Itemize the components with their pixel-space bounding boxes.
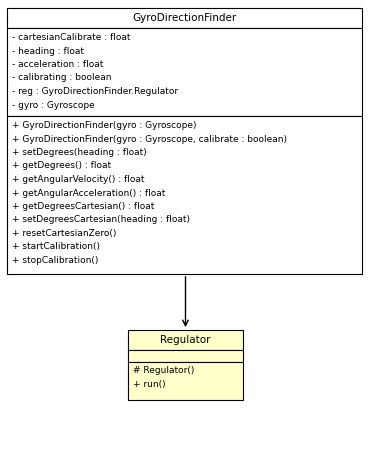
Text: + setDegrees(heading : float): + setDegrees(heading : float) xyxy=(12,148,147,157)
Bar xyxy=(7,28,362,116)
Text: - heading : float: - heading : float xyxy=(12,46,84,55)
Text: + resetCartesianZero(): + resetCartesianZero() xyxy=(12,229,116,238)
Text: + getAngularAcceleration() : float: + getAngularAcceleration() : float xyxy=(12,189,165,198)
Text: + stopCalibration(): + stopCalibration() xyxy=(12,256,98,265)
Text: + getDegreesCartesian() : float: + getDegreesCartesian() : float xyxy=(12,202,154,211)
Text: GyroDirectionFinder: GyroDirectionFinder xyxy=(132,13,237,23)
Text: + getAngularVelocity() : float: + getAngularVelocity() : float xyxy=(12,175,144,184)
Bar xyxy=(7,116,362,274)
Text: - acceleration : float: - acceleration : float xyxy=(12,60,104,69)
Text: + startCalibration(): + startCalibration() xyxy=(12,243,100,252)
Bar xyxy=(7,8,362,28)
Bar xyxy=(128,350,243,362)
Text: - cartesianCalibrate : float: - cartesianCalibrate : float xyxy=(12,33,131,42)
Text: - calibrating : boolean: - calibrating : boolean xyxy=(12,74,112,83)
Text: + run(): + run() xyxy=(133,379,165,388)
Bar xyxy=(128,362,243,400)
Text: + GyroDirectionFinder(gyro : Gyroscope, calibrate : boolean): + GyroDirectionFinder(gyro : Gyroscope, … xyxy=(12,134,287,143)
Text: + getDegrees() : float: + getDegrees() : float xyxy=(12,161,111,170)
Text: # Regulator(): # Regulator() xyxy=(133,366,194,375)
Text: - gyro : Gyroscope: - gyro : Gyroscope xyxy=(12,101,95,110)
Text: + setDegreesCartesian(heading : float): + setDegreesCartesian(heading : float) xyxy=(12,216,190,225)
Bar xyxy=(128,330,243,350)
Text: Regulator: Regulator xyxy=(160,335,211,345)
Text: + GyroDirectionFinder(gyro : Gyroscope): + GyroDirectionFinder(gyro : Gyroscope) xyxy=(12,121,197,130)
Text: - reg : GyroDirectionFinder.Regulator: - reg : GyroDirectionFinder.Regulator xyxy=(12,87,178,96)
